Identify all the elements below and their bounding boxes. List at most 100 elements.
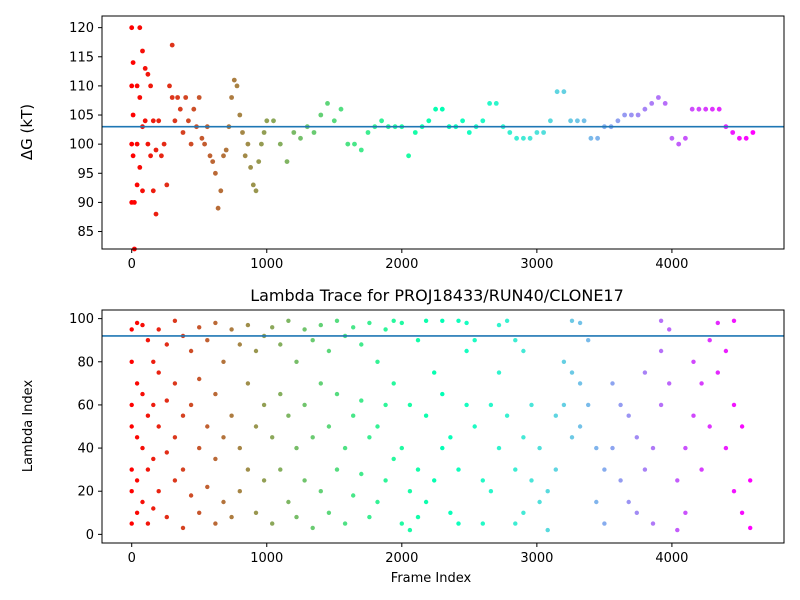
lambda-point (188, 348, 194, 354)
lambda-point (129, 402, 134, 408)
lambda-point (448, 435, 453, 440)
lambda-point (221, 435, 226, 440)
delta-g-x-tick-label: 0 (128, 257, 136, 272)
delta-g-point (261, 130, 267, 135)
lambda-point (642, 467, 648, 472)
delta-g-point (622, 112, 627, 118)
lambda-point (658, 348, 664, 354)
lambda-point (407, 527, 413, 533)
delta-g-point (148, 153, 154, 159)
delta-g-point (277, 141, 283, 147)
delta-g-point (229, 95, 235, 100)
lambda-y-axis-label: Lambda Index (21, 380, 36, 473)
lambda-point (375, 424, 380, 429)
lambda-point (618, 402, 623, 408)
lambda-point (626, 499, 631, 505)
delta-g-point (153, 211, 159, 217)
lambda-point (496, 370, 502, 375)
lambda-point (667, 327, 672, 332)
lambda-point (391, 456, 396, 462)
lambda-point (180, 413, 186, 418)
delta-g-x-ticks: 0 1000 2000 3000 4000 (128, 249, 688, 272)
lambda-point (221, 359, 226, 364)
delta-g-point (248, 165, 254, 170)
lambda-point (145, 521, 151, 526)
delta-g-point (202, 141, 208, 147)
delta-g-point (150, 118, 156, 124)
lambda-y-tick-label: 60 (77, 398, 94, 413)
lambda-point (326, 510, 332, 515)
delta-g-point (234, 83, 240, 89)
lambda-point (440, 391, 445, 397)
delta-g-point (199, 135, 205, 141)
lambda-point (229, 514, 234, 520)
lambda-point (359, 398, 364, 403)
lambda-point (415, 467, 421, 472)
lambda-point (164, 514, 169, 520)
lambda-point (415, 338, 421, 343)
lambda-point (180, 525, 186, 531)
delta-g-point (137, 25, 143, 31)
lambda-point (383, 478, 388, 483)
lambda-point (594, 445, 599, 451)
delta-g-point (548, 118, 553, 124)
delta-g-x-tick-label: 1000 (250, 257, 283, 272)
delta-g-point (153, 147, 159, 153)
lambda-point (270, 521, 275, 526)
delta-g-point (223, 147, 229, 153)
delta-g-point (581, 118, 587, 124)
lambda-point (129, 424, 134, 429)
lambda-point (391, 381, 396, 386)
lambda-point (675, 527, 680, 533)
lambda-point (342, 521, 348, 526)
lambda-point (156, 489, 161, 494)
lambda-point (407, 489, 413, 494)
delta-g-point (635, 112, 641, 118)
lambda-point (151, 456, 156, 462)
delta-g-point (737, 135, 742, 141)
lambda-point (134, 435, 140, 440)
delta-g-point (172, 118, 178, 124)
lambda-point (748, 478, 753, 483)
lambda-point (529, 478, 534, 483)
delta-g-y-tick-label: 90 (77, 196, 94, 211)
delta-g-point (325, 101, 330, 106)
delta-g-point (683, 135, 688, 141)
delta-g-point (140, 48, 145, 54)
lambda-point (464, 402, 469, 408)
lambda-point (675, 478, 680, 483)
lambda-point (334, 318, 340, 323)
lambda-point (302, 402, 307, 408)
delta-g-point (291, 130, 297, 135)
lambda-point (156, 370, 161, 375)
delta-g-point (426, 118, 432, 124)
lambda-point (205, 484, 210, 490)
lambda-point (464, 320, 469, 326)
lambda-point (634, 510, 639, 515)
delta-g-point (271, 118, 276, 124)
delta-g-point (338, 106, 344, 112)
lambda-point (553, 467, 558, 472)
lambda-point (464, 348, 469, 354)
lambda-point (610, 445, 615, 451)
lambda-point (723, 445, 729, 451)
delta-g-point (213, 170, 218, 176)
delta-g-point (703, 106, 709, 112)
lambda-point (399, 445, 404, 451)
delta-g-point (541, 130, 546, 135)
lambda-point (134, 510, 140, 515)
lambda-point (383, 402, 388, 408)
lambda-point (496, 445, 502, 451)
lambda-point (432, 370, 437, 375)
delta-g-point (676, 141, 682, 147)
delta-g-point (298, 135, 303, 141)
lambda-point (294, 445, 299, 451)
delta-g-y-tick-label: 115 (69, 50, 94, 65)
lambda-point (707, 424, 712, 429)
lambda-point (423, 318, 429, 323)
lambda-point (553, 413, 558, 418)
lambda-point (521, 435, 526, 440)
lambda-point (561, 359, 567, 364)
delta-g-point (140, 188, 145, 194)
lambda-point (496, 322, 502, 328)
